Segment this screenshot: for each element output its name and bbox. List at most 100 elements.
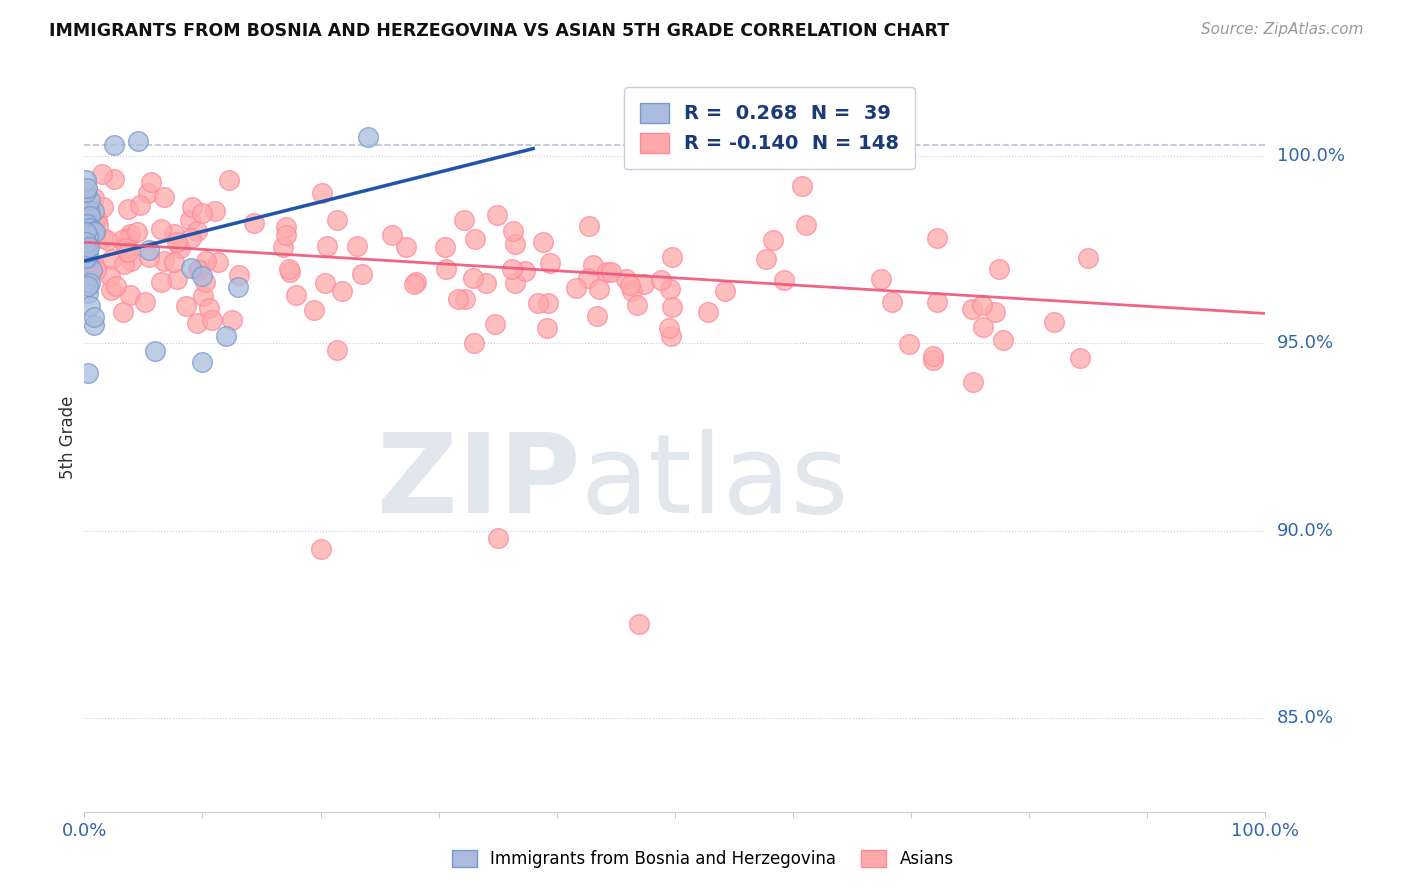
Point <box>83 260 105 275</box>
Point <box>620 284 643 298</box>
Point <box>204 204 226 219</box>
Point <box>993 333 1015 347</box>
Point <box>76 217 98 231</box>
Legend: Immigrants from Bosnia and Herzegovina, Asians: Immigrants from Bosnia and Herzegovina, … <box>446 843 960 875</box>
Point <box>79 203 101 218</box>
Legend: R =  0.268  N =  39, R = -0.140  N = 148: R = 0.268 N = 39, R = -0.140 N = 148 <box>624 87 915 169</box>
Point <box>96 234 118 248</box>
Point <box>796 218 818 232</box>
Text: ZIP: ZIP <box>377 428 581 535</box>
Point <box>538 256 561 270</box>
Point <box>586 309 609 323</box>
Point <box>153 190 176 204</box>
Point <box>166 272 188 286</box>
Point <box>346 238 368 252</box>
Point <box>762 233 785 247</box>
Point <box>76 240 98 254</box>
Point <box>357 130 380 145</box>
Point <box>149 221 172 235</box>
Point <box>633 277 655 291</box>
Point <box>186 316 208 330</box>
Point <box>93 230 115 244</box>
Text: 95.0%: 95.0% <box>1277 334 1334 352</box>
Text: 85.0%: 85.0% <box>1277 709 1333 727</box>
Point <box>136 186 159 200</box>
Point <box>77 239 100 253</box>
Point <box>565 281 588 295</box>
Point <box>128 198 150 212</box>
Point <box>600 265 623 279</box>
Point <box>578 219 600 233</box>
Point <box>447 292 470 306</box>
Point <box>661 329 683 343</box>
Point <box>436 262 458 277</box>
Point <box>596 264 619 278</box>
Point <box>91 200 114 214</box>
Point <box>79 210 101 224</box>
Point <box>76 236 98 251</box>
Point <box>138 250 160 264</box>
Point <box>972 320 994 334</box>
Point <box>75 235 97 249</box>
Point <box>191 268 214 283</box>
Point <box>453 213 475 227</box>
Point <box>79 255 101 269</box>
Point <box>485 208 508 222</box>
Point <box>650 273 672 287</box>
Point <box>962 375 984 389</box>
Point <box>75 185 97 199</box>
Point <box>215 329 238 343</box>
Point <box>83 191 105 205</box>
Point <box>86 212 108 227</box>
Point <box>588 282 610 296</box>
Point <box>117 202 139 216</box>
Point <box>537 296 560 310</box>
Point <box>325 213 347 227</box>
Point <box>112 257 135 271</box>
Point <box>984 305 1007 319</box>
Point <box>882 294 904 309</box>
Point <box>772 273 794 287</box>
Point <box>503 236 526 251</box>
Point <box>332 284 354 298</box>
Point <box>243 216 266 230</box>
Point <box>659 282 682 296</box>
Point <box>464 232 486 246</box>
Point <box>304 302 326 317</box>
Point <box>922 352 945 367</box>
Point <box>714 284 737 298</box>
Point <box>79 193 101 207</box>
Point <box>988 261 1011 276</box>
Point <box>201 313 224 327</box>
Point <box>163 255 186 269</box>
Point <box>134 295 156 310</box>
Point <box>83 318 105 332</box>
Point <box>103 137 125 152</box>
Point <box>77 278 100 293</box>
Point <box>181 201 204 215</box>
Point <box>405 275 427 289</box>
Point <box>614 272 637 286</box>
Point <box>79 277 101 291</box>
Point <box>98 268 121 283</box>
Point <box>80 263 103 277</box>
Point <box>461 271 484 285</box>
Point <box>972 298 994 312</box>
Point <box>536 320 558 334</box>
Point <box>395 240 418 254</box>
Point <box>433 240 456 254</box>
Point <box>1043 315 1066 329</box>
Point <box>115 241 138 255</box>
Point <box>226 280 249 294</box>
Point <box>454 292 477 306</box>
Point <box>111 233 134 247</box>
Point <box>513 263 536 277</box>
Point <box>191 289 214 303</box>
Point <box>755 252 778 266</box>
Point <box>101 252 124 266</box>
Point <box>927 294 949 309</box>
Point <box>86 219 108 233</box>
Point <box>138 243 160 257</box>
Point <box>486 531 509 545</box>
Point <box>927 230 949 244</box>
